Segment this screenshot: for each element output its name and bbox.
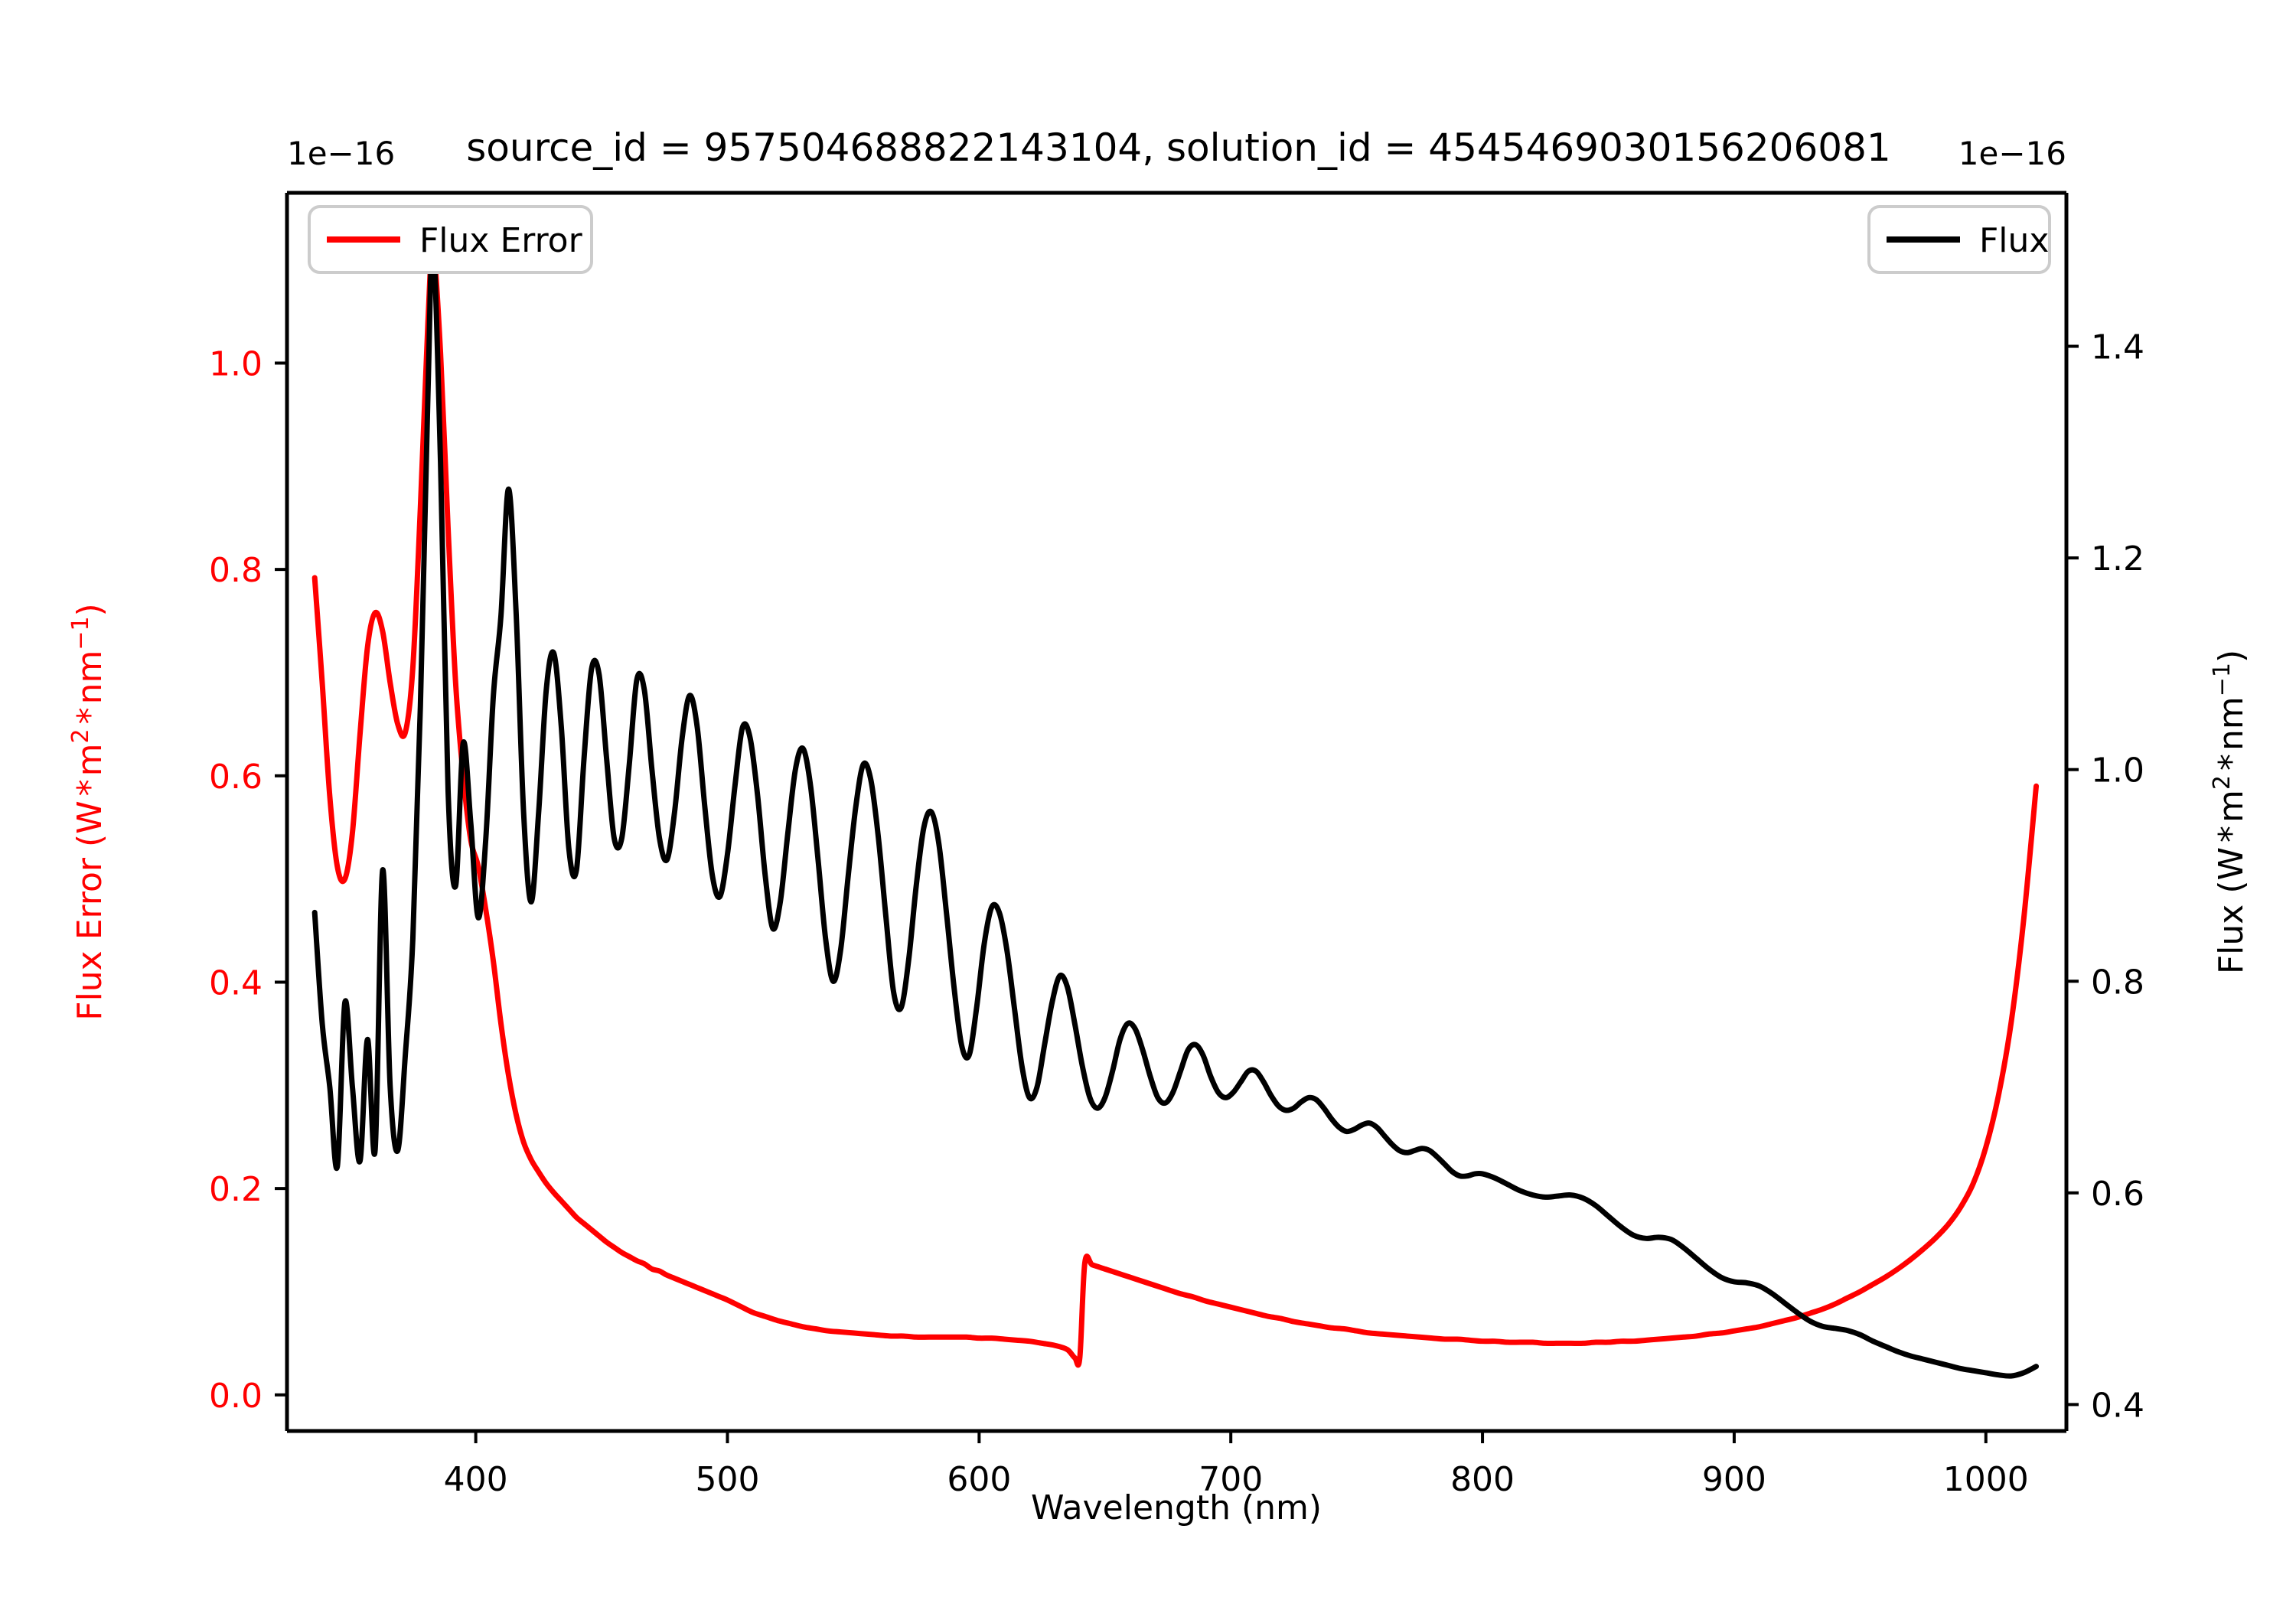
left-axis-title: Flux Error (W * m2 * nm−1) xyxy=(67,603,110,1020)
page-title: source_id = 957504688822143104, solution… xyxy=(466,125,1890,170)
left-title-star2: * xyxy=(70,707,109,724)
left-y-tick-label-2: 0.4 xyxy=(209,963,263,1002)
left-title-pre: Flux Error (W xyxy=(70,800,109,1020)
right-axis-exponent: 1e−16 xyxy=(1958,135,2066,172)
left-title-post: ) xyxy=(70,603,109,616)
right-title-supm1: −1 xyxy=(2209,663,2236,696)
left-title-star1: * xyxy=(70,779,109,796)
left-y-tick-label-1: 0.2 xyxy=(209,1170,263,1209)
x-tick-label-1000: 1000 xyxy=(1943,1460,2029,1499)
right-title-m: m xyxy=(2212,790,2251,823)
data-series-group xyxy=(311,236,2040,1379)
right-title-post: ) xyxy=(2212,650,2251,663)
right-axis-title: Flux (W * m2 * nm−1) xyxy=(2209,650,2252,974)
svg-text:Flux Error (W*m2*nm−1): Flux Error (W * m2 * nm−1) xyxy=(67,603,110,1020)
right-y-tick-label-3: 1.0 xyxy=(2091,751,2144,790)
right-y-tick-label-0: 0.4 xyxy=(2091,1386,2144,1425)
right-title-nm: nm xyxy=(2212,696,2251,751)
right-y-tick-label-2: 0.8 xyxy=(2091,963,2144,1002)
legend-flux-error-box[interactable] xyxy=(308,205,593,274)
x-tick-label-800: 800 xyxy=(1450,1460,1515,1499)
right-y-tick-label-1: 0.6 xyxy=(2091,1175,2144,1214)
series-line-flux-error xyxy=(311,244,2040,1368)
right-title-pre: Flux (W xyxy=(2212,847,2251,974)
x-tick-label-700: 700 xyxy=(1199,1460,1263,1499)
left-y-tick-label-3: 0.6 xyxy=(209,758,263,797)
axes-spines xyxy=(285,191,2069,1433)
x-axis-title: Wavelength (nm) xyxy=(1031,1488,1322,1527)
right-title-sup2: 2 xyxy=(2209,775,2236,790)
x-tick-label-500: 500 xyxy=(696,1460,760,1499)
right-title-star2: * xyxy=(2212,754,2251,771)
series-line-flux xyxy=(311,236,2040,1379)
left-axis-exponent: 1e−16 xyxy=(287,135,395,172)
left-y-tick-label-5: 1.0 xyxy=(209,344,263,383)
axis-ticks-group: 400 500 600 700 800 900 1000 0.0 0.2 0.4 0.6 0.8 1.0… xyxy=(209,328,2144,1499)
left-title-sup2: 2 xyxy=(67,729,94,743)
plot-background xyxy=(287,193,2066,1431)
right-y-tick-label-4: 1.2 xyxy=(2091,539,2144,579)
left-title-nm: nm xyxy=(70,650,109,705)
left-title-supm1: −1 xyxy=(67,616,94,650)
left-y-tick-label-0: 0.0 xyxy=(209,1377,263,1416)
left-title-m: m xyxy=(70,744,109,777)
legend-flux-error-label: Flux Error xyxy=(419,221,583,260)
x-tick-label-600: 600 xyxy=(947,1460,1011,1499)
svg-text:Flux (W*m2*nm−1): Flux (W * m2 * nm−1) xyxy=(2209,650,2252,974)
left-y-tick-label-4: 0.8 xyxy=(209,551,263,590)
legend-flux[interactable]: Flux xyxy=(1867,205,2051,274)
right-y-tick-label-5: 1.4 xyxy=(2091,328,2144,367)
x-tick-label-400: 400 xyxy=(444,1460,508,1499)
right-title-star1: * xyxy=(2212,826,2251,843)
legend-flux-error[interactable]: Flux Error xyxy=(308,205,593,274)
x-tick-label-900: 900 xyxy=(1702,1460,1766,1499)
legend-flux-label: Flux xyxy=(1979,221,2049,260)
